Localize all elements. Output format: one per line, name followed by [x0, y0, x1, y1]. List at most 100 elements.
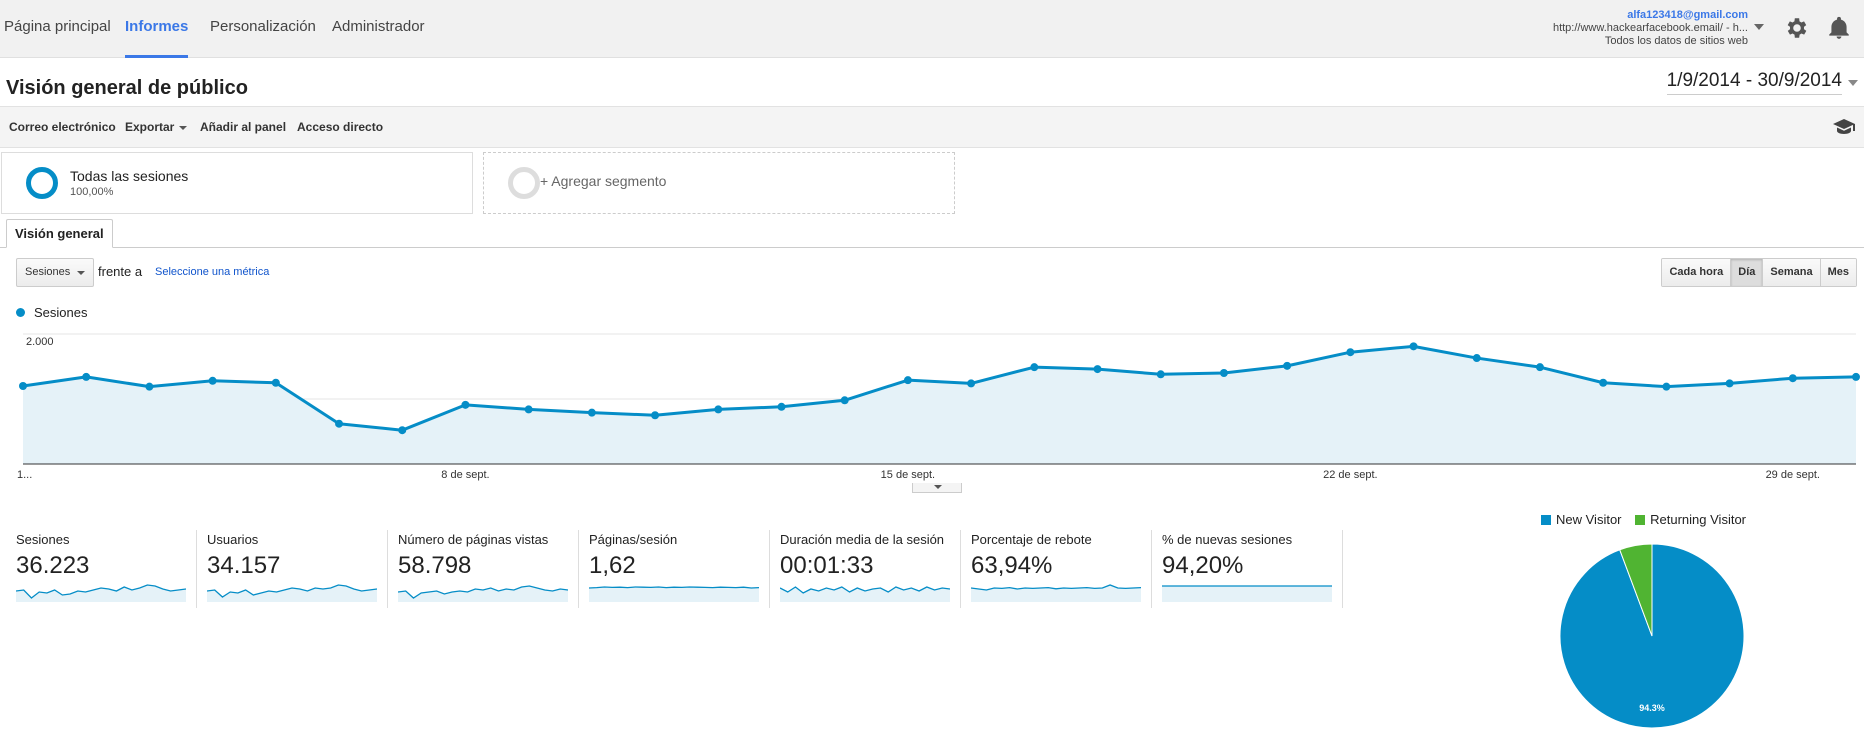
sparkline-line: [589, 586, 759, 589]
x-tick-label: 15 de sept.: [881, 469, 935, 481]
data-point[interactable]: [1283, 361, 1292, 370]
sparkline-line: [971, 584, 1141, 591]
add-to-dashboard-button[interactable]: Añadir al panel: [200, 120, 287, 134]
granularity-hourly-button[interactable]: Cada hora: [1662, 259, 1731, 286]
data-point[interactable]: [903, 376, 912, 385]
data-point[interactable]: [651, 411, 660, 420]
scorecard-sessions[interactable]: Sesiones 36.223: [16, 530, 206, 608]
data-point[interactable]: [1725, 379, 1734, 388]
scorecard-users[interactable]: Usuarios 34.157: [207, 530, 397, 608]
data-point[interactable]: [1030, 363, 1039, 372]
pie-legend: New Visitor Returning Visitor: [1541, 512, 1756, 527]
chart-collapse-handle[interactable]: [912, 483, 962, 493]
data-point[interactable]: [1788, 374, 1797, 383]
segment-all-sessions[interactable]: Todas las sesiones 100,00%: [1, 152, 473, 214]
tab-overview[interactable]: Visión general: [6, 219, 113, 248]
data-point[interactable]: [335, 419, 344, 428]
scorecard-divider: [1342, 530, 1343, 608]
data-point[interactable]: [1409, 342, 1418, 351]
x-tick-label: 8 de sept.: [441, 469, 489, 481]
data-point[interactable]: [1662, 382, 1671, 391]
export-button[interactable]: Exportar: [125, 120, 188, 134]
pie-slice-returning-visitor[interactable]: [1619, 543, 1653, 637]
add-segment-button[interactable]: + Agregar segmento: [483, 152, 955, 214]
sparkline-fill: [780, 587, 950, 602]
nav-reports[interactable]: Informes: [125, 0, 189, 58]
scorecard-sparkline: [207, 584, 377, 602]
data-point[interactable]: [777, 402, 786, 411]
account-selector[interactable]: alfa123418@gmail.com http://www.hackearf…: [1553, 9, 1748, 48]
data-point[interactable]: [714, 405, 723, 414]
nav-customization[interactable]: Personalización: [210, 18, 316, 35]
gear-icon[interactable]: [1784, 15, 1810, 41]
y-tick-label: 2.000: [26, 336, 54, 348]
data-point[interactable]: [398, 426, 407, 435]
granularity-week-button[interactable]: Semana: [1762, 259, 1820, 286]
date-separator: -: [1745, 70, 1753, 91]
select-metric-link[interactable]: Seleccione una métrica: [155, 266, 270, 278]
nav-admin[interactable]: Administrador: [332, 18, 425, 35]
shortcut-button[interactable]: Acceso directo: [297, 120, 384, 134]
data-point[interactable]: [82, 372, 91, 381]
scorecard-bounce-rate[interactable]: Porcentaje de rebote 63,94%: [971, 530, 1161, 608]
granularity-day-button[interactable]: Día: [1730, 259, 1763, 286]
area-fill: [23, 346, 1856, 464]
scorecard-divider: [387, 530, 388, 608]
pie-slice-label: 94.3%: [1639, 703, 1665, 713]
data-point[interactable]: [1852, 372, 1860, 381]
data-point[interactable]: [1346, 348, 1355, 357]
segment-ring-icon: [508, 167, 540, 199]
scorecard-value: 94,20%: [1162, 552, 1244, 579]
scorecard-pages-per-session[interactable]: Páginas/sesión 1,62: [589, 530, 779, 608]
data-point[interactable]: [461, 400, 470, 409]
data-point[interactable]: [967, 379, 976, 388]
segment-percent: 100,00%: [70, 186, 114, 198]
sparkline-fill: [207, 585, 377, 602]
scorecard-pageviews[interactable]: Número de páginas vistas 58.798: [398, 530, 588, 608]
scorecard-new-sessions[interactable]: % de nuevas sesiones 94,20%: [1162, 530, 1352, 608]
account-view: Todos los datos de sitios web: [1604, 35, 1748, 47]
email-button[interactable]: Correo electrónico: [9, 120, 116, 134]
scorecard-label: Porcentaje de rebote: [971, 532, 1092, 547]
visitor-type-pie-chart[interactable]: 94.3%: [1557, 541, 1747, 731]
scorecard-divider: [1151, 530, 1152, 608]
add-segment-label: + Agregar segmento: [540, 173, 667, 189]
account-dropdown-icon[interactable]: [1754, 24, 1764, 30]
pie-legend-returning[interactable]: Returning Visitor: [1635, 512, 1746, 527]
pie-legend-new-label: New Visitor: [1556, 512, 1622, 527]
report-toolbar: Correo electrónico Exportar Añadir al pa…: [0, 106, 1864, 148]
export-label: Exportar: [125, 120, 175, 134]
scorecard-avg-duration[interactable]: Duración media de la sesión 00:01:33: [780, 530, 970, 608]
scorecard-label: % de nuevas sesiones: [1162, 532, 1293, 547]
data-point[interactable]: [1219, 369, 1228, 377]
metric-select[interactable]: Sesiones: [16, 258, 94, 287]
data-point[interactable]: [587, 408, 596, 417]
sparkline-line: [16, 584, 186, 599]
data-point[interactable]: [1599, 378, 1608, 387]
data-point[interactable]: [524, 405, 533, 414]
nav-home[interactable]: Página principal: [4, 18, 111, 35]
data-point[interactable]: [271, 378, 280, 387]
tab-divider: [0, 247, 1864, 248]
data-point[interactable]: [19, 382, 27, 390]
granularity-toggle: Cada hora Día Semana Mes: [1661, 258, 1857, 287]
versus-label: frente a: [98, 264, 143, 279]
data-point[interactable]: [1093, 365, 1102, 374]
date-end: 30/9/2014: [1757, 70, 1842, 91]
data-point[interactable]: [145, 382, 154, 391]
data-point[interactable]: [1472, 354, 1481, 363]
granularity-month-button[interactable]: Mes: [1819, 259, 1856, 286]
data-point[interactable]: [840, 396, 849, 405]
bell-icon[interactable]: [1826, 15, 1852, 41]
scorecard-label: Número de páginas vistas: [398, 532, 549, 547]
scorecard-value: 58.798: [398, 552, 472, 579]
graduation-cap-icon[interactable]: [1833, 118, 1855, 136]
chevron-down-icon[interactable]: [1848, 80, 1858, 86]
data-point[interactable]: [1535, 363, 1544, 372]
data-point[interactable]: [1156, 370, 1165, 379]
pie-legend-new[interactable]: New Visitor: [1541, 512, 1622, 527]
scorecard-sparkline: [1162, 585, 1332, 602]
data-point[interactable]: [208, 376, 217, 385]
date-range-picker[interactable]: 1/9/2014 - 30/9/2014: [1666, 70, 1842, 95]
